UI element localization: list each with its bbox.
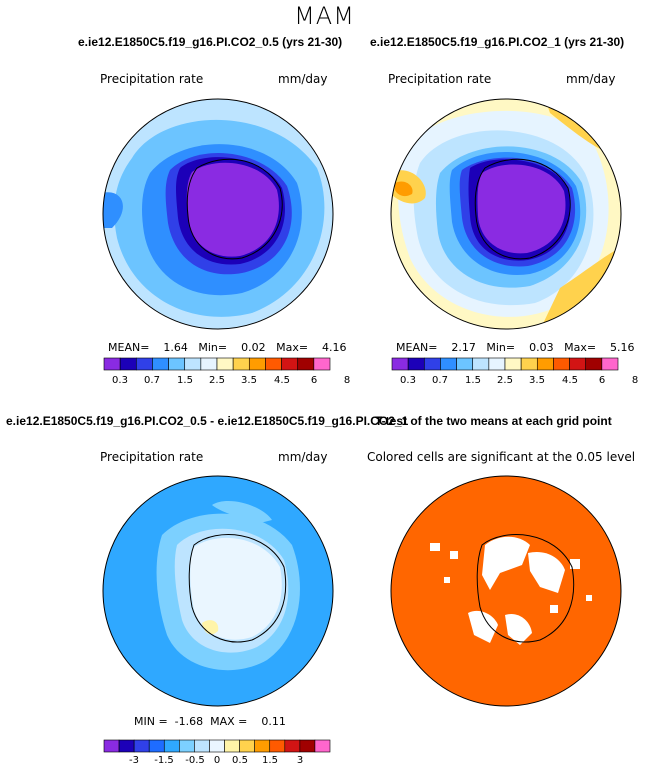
panel2-colorbar (391, 357, 619, 371)
colorbar-swatch (472, 357, 490, 371)
colorbar-swatch (601, 357, 619, 371)
colorbar-swatch (184, 357, 202, 371)
colorbar-swatch (314, 739, 331, 753)
colorbar-swatch (168, 357, 186, 371)
colorbar-swatch (488, 357, 506, 371)
season-title: MAM (294, 2, 355, 30)
panel3-map (102, 475, 334, 707)
colorbar-swatch (118, 739, 135, 753)
colorbar-swatch (585, 357, 603, 371)
colorbar-swatch (456, 357, 474, 371)
colorbar-swatch (239, 739, 255, 753)
colorbar-swatch (200, 357, 218, 371)
colorbar-swatch (216, 357, 234, 371)
panel4-map (390, 475, 622, 707)
colorbar-swatch (209, 739, 225, 753)
panel2-units: mm/day (566, 72, 616, 86)
colorbar-swatch (224, 739, 240, 753)
colorbar-swatch (148, 739, 165, 753)
colorbar-swatch (281, 357, 299, 371)
colorbar-swatch (299, 739, 316, 753)
cb-label: 0.7 (432, 375, 448, 386)
panel1-map (102, 98, 334, 330)
panel2-title: e.ie12.E1850C5.f19_g16.PI.CO2_1 (yrs 21-… (370, 35, 625, 49)
panel3-title: e.ie12.E1850C5.f19_g16.PI.CO2_0.5 - e.ie… (6, 414, 409, 428)
cb-label: 3.5 (241, 375, 257, 386)
cb-label: 0.5 (232, 755, 248, 766)
colorbar-swatch (423, 357, 441, 371)
panel1-title: e.ie12.E1850C5.f19_g16.PI.CO2_0.5 (yrs 2… (78, 35, 343, 49)
cb-label: -0.5 (185, 755, 205, 766)
colorbar-swatch (194, 739, 210, 753)
colorbar-swatch (248, 357, 266, 371)
colorbar-swatch (265, 357, 282, 371)
colorbar-swatch (135, 357, 153, 371)
colorbar-swatch (179, 739, 195, 753)
cb-label: 2.5 (209, 375, 225, 386)
cb-label: 0 (213, 755, 221, 766)
panel4-caption: Colored cells are significant at the 0.0… (367, 450, 636, 464)
panel1-field: Precipitation rate (100, 72, 204, 86)
colorbar-swatch (553, 357, 570, 371)
cb-label: 1.5 (262, 755, 278, 766)
panel1-colorbar (103, 357, 331, 371)
colorbar-swatch (391, 357, 409, 371)
cb-label: 6 (598, 375, 606, 386)
colorbar-swatch (569, 357, 587, 371)
colorbar-swatch (163, 739, 180, 753)
panel1-stats: MEAN= 1.64 Min= 0.02 Max= 4.16 (108, 341, 347, 354)
cb-label: 0.3 (400, 375, 416, 386)
cb-label: 3 (296, 755, 304, 766)
panel1-units: mm/day (278, 72, 328, 86)
colorbar-swatch (284, 739, 301, 753)
cb-label: 4.5 (562, 375, 578, 386)
cb-label: 1.5 (177, 375, 193, 386)
panel2-field: Precipitation rate (388, 72, 492, 86)
colorbar-swatch (504, 357, 522, 371)
panel3-colorbar-labels: -3 -1.5 -0.5 0 0.5 1.5 3 (104, 755, 330, 769)
cb-label: 4.5 (274, 375, 290, 386)
cb-label: -3 (129, 755, 139, 766)
panel2-map (390, 98, 622, 330)
colorbar-swatch (133, 739, 150, 753)
panel2-colorbar-labels: 0.3 0.7 1.5 2.5 3.5 4.5 6 8 (392, 375, 638, 389)
colorbar-swatch (119, 357, 137, 371)
colorbar-swatch (407, 357, 425, 371)
cb-label: 1.5 (465, 375, 481, 386)
colorbar-swatch (520, 357, 538, 371)
colorbar-swatch (152, 357, 169, 371)
panel3-units: mm/day (278, 450, 328, 464)
panel3-field: Precipitation rate (100, 450, 204, 464)
panel3-colorbar (103, 739, 331, 753)
panel1-colorbar-labels: 0.3 0.7 1.5 2.5 3.5 4.5 6 8 (104, 375, 350, 389)
colorbar-swatch (269, 739, 286, 753)
cb-label: 8 (343, 375, 351, 386)
cb-label: 6 (310, 375, 318, 386)
colorbar-swatch (232, 357, 250, 371)
colorbar-swatch (103, 739, 120, 753)
cb-label: 3.5 (529, 375, 545, 386)
colorbar-swatch (254, 739, 271, 753)
colorbar-swatch (297, 357, 315, 371)
panel2-stats: MEAN= 2.17 Min= 0.03 Max= 5.16 (396, 341, 635, 354)
colorbar-swatch (536, 357, 554, 371)
significant-fill (391, 476, 621, 706)
colorbar-swatch (440, 357, 457, 371)
panel4-title: T-test of the two means at each grid poi… (375, 414, 612, 428)
colorbar-swatch (103, 357, 121, 371)
cb-label: 0.7 (144, 375, 160, 386)
colorbar-swatch (313, 357, 331, 371)
cb-label: -1.5 (154, 755, 174, 766)
panel3-stats: MIN = -1.68 MAX = 0.11 (134, 715, 286, 728)
cb-label: 2.5 (497, 375, 513, 386)
cb-label: 8 (631, 375, 639, 386)
cb-label: 0.3 (112, 375, 128, 386)
